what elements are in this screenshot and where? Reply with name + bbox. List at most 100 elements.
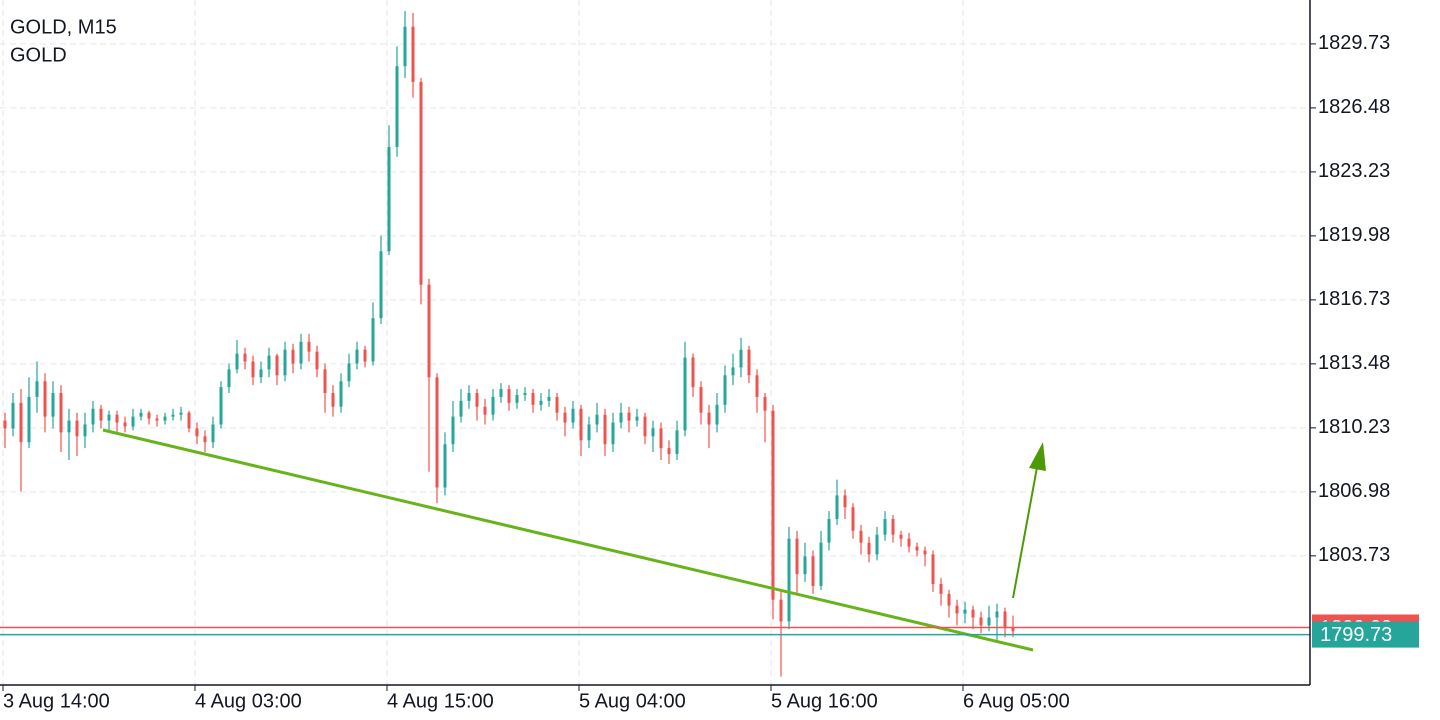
candle-body xyxy=(275,355,279,376)
candle-body xyxy=(315,351,319,370)
candle-body xyxy=(987,617,991,626)
candle-body xyxy=(235,353,239,370)
candle-body xyxy=(923,550,927,555)
candle-body xyxy=(547,396,551,401)
candle-body xyxy=(83,424,87,437)
candle-body xyxy=(379,251,383,319)
candle-body xyxy=(427,284,431,378)
candle-body xyxy=(123,422,127,427)
candle-body xyxy=(371,318,375,362)
candle-body xyxy=(963,609,967,614)
candle-body xyxy=(267,355,271,370)
candle-body xyxy=(691,357,695,388)
candle-body xyxy=(939,583,943,594)
candle-body xyxy=(539,400,543,405)
y-tick-label: 1810.23 xyxy=(1318,416,1390,438)
x-tick-label: 4 Aug 15:00 xyxy=(387,690,494,712)
candle-body xyxy=(955,605,959,614)
candle-body xyxy=(35,381,39,397)
candle-body xyxy=(163,416,167,421)
candle-body xyxy=(11,402,15,429)
candle-body xyxy=(411,26,415,82)
candle-body xyxy=(43,381,47,417)
candle-body xyxy=(947,593,951,606)
candle-body xyxy=(139,412,143,417)
candle-body xyxy=(635,416,639,421)
candle-body xyxy=(107,414,111,421)
candle-body xyxy=(715,404,719,425)
candle-body xyxy=(443,444,447,488)
candle-body xyxy=(331,393,335,407)
candle-body xyxy=(627,412,631,421)
candle-body xyxy=(763,396,767,411)
candle-body xyxy=(779,599,783,622)
candle-body xyxy=(243,353,247,362)
candle-body xyxy=(283,349,287,376)
candle-body xyxy=(355,349,359,364)
y-tick-label: 1813.48 xyxy=(1318,352,1390,374)
candle-body xyxy=(27,396,31,443)
candle-body xyxy=(883,519,887,535)
arrow-shaft xyxy=(1012,461,1039,599)
candle-body xyxy=(667,448,671,455)
candle-body xyxy=(403,26,407,67)
x-tick-label: 6 Aug 05:00 xyxy=(963,690,1070,712)
candle-body xyxy=(307,341,311,352)
candle-body xyxy=(595,414,599,425)
candle-body xyxy=(819,542,823,586)
candle-body xyxy=(227,369,231,388)
candle-body xyxy=(91,408,95,425)
candle-body xyxy=(171,414,175,417)
trend-line xyxy=(102,428,1034,652)
candle-body xyxy=(771,410,775,600)
candle-body xyxy=(475,393,479,407)
candle-body xyxy=(459,400,463,417)
candle-body xyxy=(795,538,799,575)
candle-body xyxy=(363,349,367,362)
candle-body xyxy=(915,546,919,551)
candle-body xyxy=(571,408,575,423)
candle-body xyxy=(859,530,863,543)
candle-body xyxy=(579,408,583,441)
x-tick-label: 3 Aug 14:00 xyxy=(3,690,110,712)
candle-body xyxy=(811,556,815,586)
y-tick-label: 1806.98 xyxy=(1318,480,1390,502)
candle-body xyxy=(507,389,511,403)
candle-body xyxy=(531,393,535,405)
candle-body xyxy=(75,420,79,437)
candle-body xyxy=(155,418,159,421)
price-lines xyxy=(0,626,1310,636)
candle-body xyxy=(587,424,591,441)
y-tick-label: 1816.73 xyxy=(1318,288,1390,310)
x-tick-label: 4 Aug 03:00 xyxy=(195,690,302,712)
price-label: 1799.73 xyxy=(1320,624,1392,646)
candle-body xyxy=(195,428,199,437)
candle-body xyxy=(739,349,743,368)
candle-body xyxy=(99,408,103,421)
candle-body xyxy=(259,369,263,378)
candle-body xyxy=(211,424,215,443)
candle-body xyxy=(979,617,983,626)
candle-body xyxy=(179,412,183,415)
y-tick-label: 1823.23 xyxy=(1318,160,1390,182)
candle-body xyxy=(467,393,471,401)
candle-body xyxy=(651,428,655,437)
arrow-head xyxy=(1029,442,1046,471)
candle-body xyxy=(347,363,351,382)
y-tick-label: 1819.98 xyxy=(1318,224,1390,246)
candle-body xyxy=(683,357,687,431)
candle-body xyxy=(419,81,423,285)
axis-labels: 1803.73 1806.98 1810.23 1813.48 1816.73 1819.… xyxy=(2,32,1419,712)
candle-body xyxy=(891,519,895,535)
candle-body xyxy=(995,611,999,618)
candle-body xyxy=(483,406,487,415)
candle-body xyxy=(563,412,567,423)
candle-body xyxy=(451,416,455,445)
candle-body xyxy=(203,436,207,443)
candle-body xyxy=(659,428,663,449)
candle-body xyxy=(907,538,911,547)
y-tick-label: 1826.48 xyxy=(1318,96,1390,118)
chart-subtitle: GOLD xyxy=(10,44,67,66)
candle-body xyxy=(787,538,791,622)
